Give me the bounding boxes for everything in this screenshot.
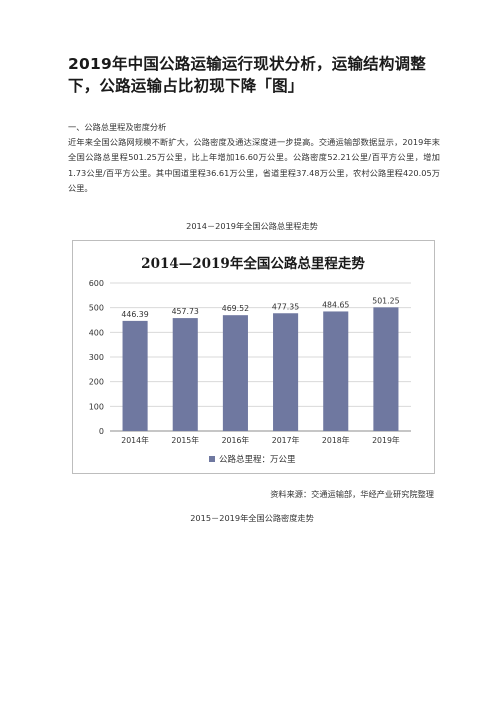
chart-caption-2: 2015－2019年全国公路密度走势 — [190, 513, 314, 523]
data-label: 484.65 — [322, 300, 349, 309]
chart-svg: 2014—2019年全国公路总里程走势 0100200300400500600 … — [89, 255, 411, 465]
y-tick-label: 500 — [89, 304, 104, 313]
grid-lines — [110, 282, 411, 432]
y-tick-label: 300 — [89, 353, 104, 362]
x-tick-label: 2014年 — [121, 435, 149, 445]
bar — [172, 318, 198, 431]
source-note: 资料来源：交通运输部，华经产业研究院整理 — [270, 489, 434, 499]
x-tick-label: 2018年 — [322, 435, 350, 445]
body-paragraph: 近年来全国公路网规模不断扩大，公路密度及通达深度进一步提高。交通运输部数据显示，… — [68, 137, 440, 193]
y-tick-label: 600 — [89, 279, 104, 288]
legend-label: 公路总里程：万公里 — [219, 454, 296, 465]
data-label: 477.35 — [272, 302, 299, 311]
y-tick-label: 200 — [89, 378, 104, 387]
bar-chart: 2014—2019年全国公路总里程走势 0 100 200 300 400 500 600 … — [72, 240, 435, 474]
y-tick-label: 0 — [99, 427, 104, 436]
x-tick-label: 2017年 — [272, 435, 300, 445]
data-labels: 446.39 457.73 469.52 477.35 484.65 501.25 — [121, 296, 399, 319]
y-tick-label: 100 — [89, 402, 104, 411]
section-heading: 一、公路总里程及密度分析 — [68, 122, 167, 132]
x-axis: 2014年 2015年 2016年 2017年 2018年 2019年 — [121, 435, 400, 445]
legend-swatch — [209, 456, 215, 462]
bar — [222, 315, 248, 431]
data-label: 457.73 — [172, 307, 199, 316]
x-tick-label: 2015年 — [171, 435, 199, 445]
bar — [122, 320, 148, 431]
bar — [323, 311, 349, 431]
data-label: 446.39 — [121, 310, 148, 319]
data-label: 469.52 — [222, 304, 249, 313]
chart-title: 2014—2019年全国公路总里程走势 — [141, 255, 365, 272]
bars — [122, 307, 399, 431]
legend: 公路总里程：万公里 — [209, 454, 296, 465]
x-tick-label: 2016年 — [222, 435, 250, 445]
y-tick-label: 400 — [89, 328, 104, 337]
y-axis: 0 100 200 300 400 500 600 — [89, 279, 104, 436]
x-tick-label: 2019年 — [372, 435, 400, 445]
article-title: 2019年中国公路运输运行现状分析，运输结构调整下，公路运输占比初现下降「图」 — [68, 55, 426, 95]
bar — [373, 307, 399, 431]
bar — [273, 313, 299, 431]
chart-caption: 2014－2019年全国公路总里程走势 — [186, 221, 318, 231]
data-label: 501.25 — [372, 296, 399, 305]
